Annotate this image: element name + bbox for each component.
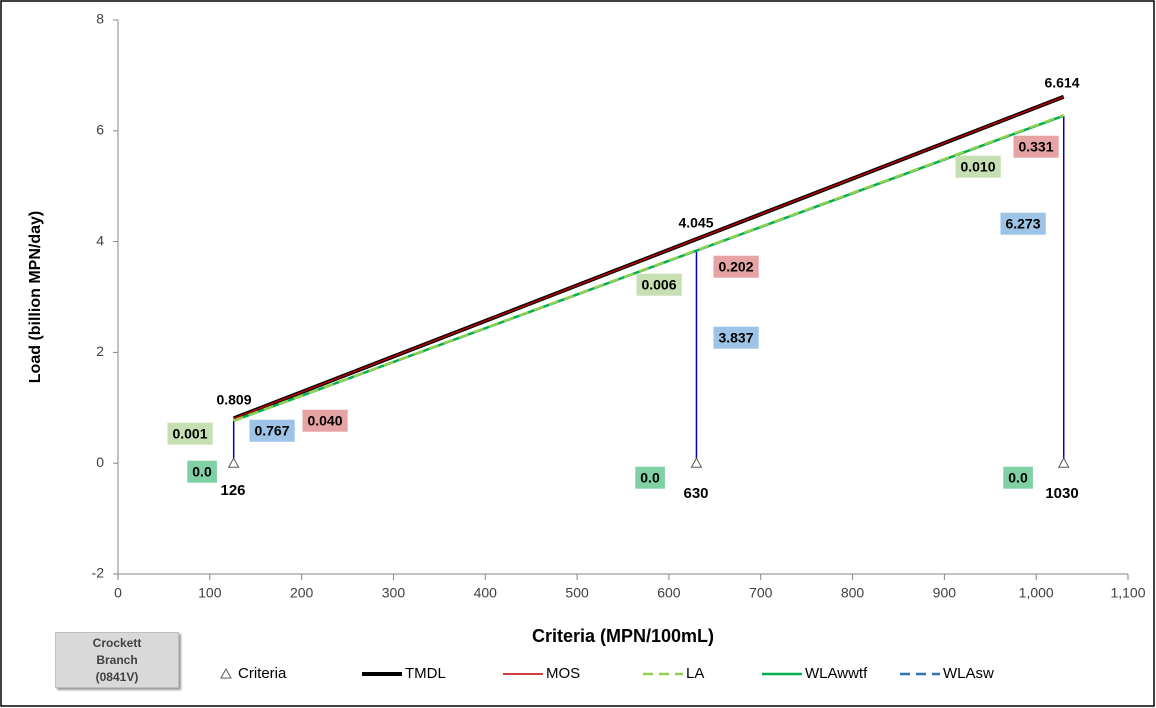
data-label-box bbox=[167, 422, 213, 445]
data-label: 0.040 bbox=[307, 413, 342, 429]
data-label: 0.202 bbox=[718, 259, 753, 275]
data-label-box bbox=[1013, 135, 1059, 158]
x-tick-label: 400 bbox=[474, 585, 498, 601]
data-label-box bbox=[1000, 212, 1046, 235]
data-label: 3.837 bbox=[718, 330, 753, 346]
legend-label: Criteria bbox=[238, 665, 287, 682]
data-label-box bbox=[635, 466, 665, 489]
y-tick-label: 8 bbox=[96, 11, 104, 27]
criteria-marker bbox=[1057, 457, 1070, 468]
data-label: 0.006 bbox=[641, 277, 676, 293]
criteria-marker bbox=[690, 457, 703, 468]
watershed-note: Crockett Branch (0841V) bbox=[55, 632, 179, 688]
data-label: 0.0 bbox=[1008, 470, 1028, 486]
data-label: 0.0 bbox=[192, 464, 212, 480]
series-line bbox=[233, 96, 1065, 420]
data-label: 0.331 bbox=[1018, 139, 1053, 155]
data-label-box bbox=[1003, 466, 1033, 489]
x-tick-label: 0 bbox=[114, 585, 122, 601]
x-tick-label: 1,000 bbox=[1019, 585, 1054, 601]
data-label: 0.001 bbox=[172, 426, 207, 442]
y-tick-label: 6 bbox=[96, 122, 104, 138]
x-tick-label: 300 bbox=[382, 585, 406, 601]
data-label-box bbox=[249, 419, 295, 442]
criteria-label: 630 bbox=[683, 485, 708, 502]
legend-label: WLAsw bbox=[943, 665, 994, 682]
legend-label: TMDL bbox=[405, 665, 446, 682]
y-tick-label: -2 bbox=[92, 565, 105, 581]
data-label: 0.0 bbox=[640, 470, 660, 486]
y-axis-title: Load (billion MPN/day) bbox=[27, 211, 44, 383]
legend-marker bbox=[220, 667, 232, 679]
data-label-box bbox=[636, 273, 682, 296]
data-label-box bbox=[302, 409, 348, 432]
x-tick-label: 600 bbox=[657, 585, 681, 601]
data-label: 6.614 bbox=[1044, 75, 1079, 91]
data-label: 0.767 bbox=[254, 423, 289, 439]
data-label-box bbox=[713, 326, 759, 349]
x-axis-title: Criteria (MPN/100mL) bbox=[532, 626, 714, 646]
legend-label: LA bbox=[686, 665, 704, 682]
x-tick-label: 100 bbox=[198, 585, 222, 601]
data-label-box bbox=[955, 155, 1001, 178]
data-label: 0.809 bbox=[216, 392, 251, 408]
data-label: 4.045 bbox=[678, 215, 713, 231]
data-label: 0.010 bbox=[960, 159, 995, 175]
data-label-box bbox=[713, 255, 759, 278]
criteria-marker bbox=[227, 457, 240, 468]
x-tick-label: 800 bbox=[841, 585, 865, 601]
x-tick-label: 500 bbox=[565, 585, 589, 601]
y-tick-label: 0 bbox=[96, 454, 104, 470]
legend-label: MOS bbox=[546, 665, 580, 682]
x-tick-label: 200 bbox=[290, 585, 314, 601]
criteria-label: 1030 bbox=[1045, 485, 1078, 502]
y-tick-label: 4 bbox=[96, 232, 104, 248]
legend-label: WLAwwtf bbox=[805, 665, 868, 682]
x-tick-label: 900 bbox=[933, 585, 957, 601]
x-tick-label: 700 bbox=[749, 585, 773, 601]
x-tick-label: 1,100 bbox=[1110, 585, 1145, 601]
y-tick-label: 2 bbox=[96, 343, 104, 359]
series-line bbox=[233, 113, 1065, 422]
data-label-box bbox=[187, 460, 217, 483]
data-label: 6.273 bbox=[1005, 216, 1040, 232]
criteria-label: 126 bbox=[220, 482, 245, 499]
